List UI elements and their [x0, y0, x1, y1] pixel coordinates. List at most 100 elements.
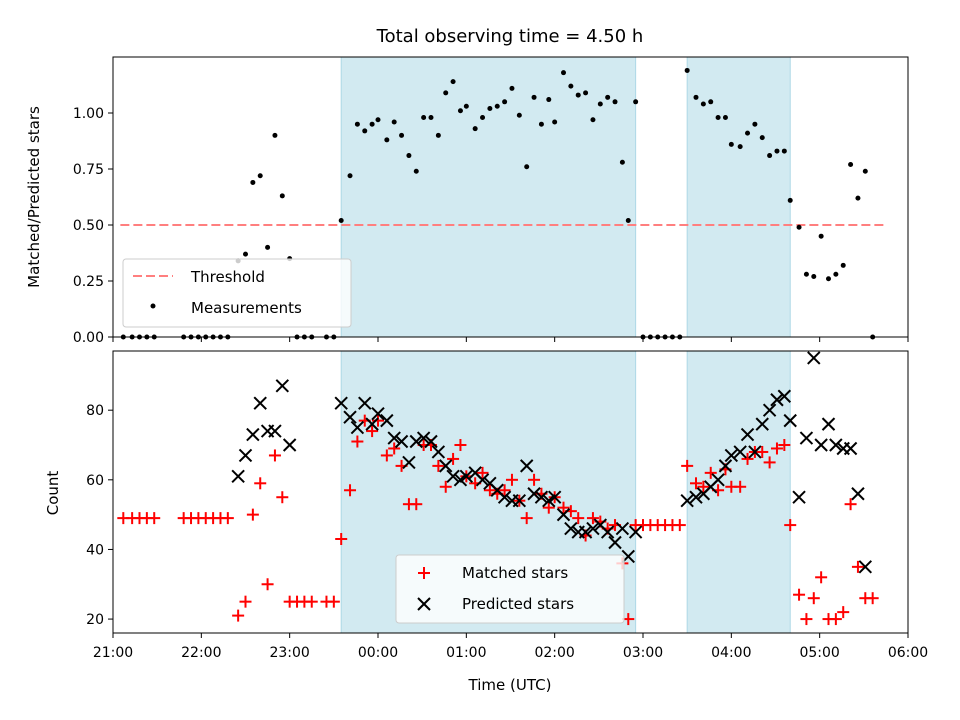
predicted-star-point	[402, 455, 416, 470]
predicted-star-point	[600, 525, 615, 539]
matched-star-point	[681, 459, 694, 472]
ratio-panel: 0.00 0.25 0.50 0.75 1.00 Matched/Predicted s…	[25, 56, 909, 346]
measurement-point	[575, 92, 581, 98]
measurement-point	[796, 224, 802, 230]
predicted-star-point	[527, 487, 541, 501]
x-tick-label: 03:00	[623, 645, 663, 661]
matched-star-point	[586, 512, 599, 525]
x-tick-label: 22:00	[181, 645, 221, 661]
count-y-tick-label: 40	[86, 542, 104, 558]
predicted-star-point	[733, 445, 747, 459]
predicted-star-point	[409, 434, 423, 449]
matched-star-point	[344, 484, 357, 497]
measurement-point	[538, 121, 544, 127]
measurement-point	[279, 193, 285, 199]
predicted-star-point	[512, 493, 527, 508]
measurement-point	[369, 121, 375, 127]
measurement-point	[737, 144, 743, 150]
measurement-point	[848, 162, 854, 168]
predicted-star-point	[799, 431, 814, 445]
ratio-y-tick-label: 0.25	[73, 274, 104, 290]
matched-star-point	[246, 508, 259, 521]
measurement-point	[619, 159, 625, 165]
measurement-point	[546, 97, 552, 103]
predicted-star-point	[446, 469, 460, 484]
predicted-star-point	[628, 525, 643, 539]
measurement-point	[781, 148, 787, 154]
count-y-tick-label: 20	[86, 612, 104, 628]
measurement-point	[833, 271, 839, 277]
matched-star-point	[221, 512, 234, 525]
predicted-star-point	[718, 459, 733, 473]
matched-legend-label: Matched stars	[462, 564, 568, 582]
predicted-star-point	[246, 427, 260, 442]
measurement-point	[752, 121, 758, 127]
matched-star-point	[254, 477, 267, 490]
predicted-star-point	[431, 445, 446, 459]
predicted-star-point	[851, 487, 865, 501]
matched-star-point	[690, 477, 702, 490]
matched-star-point	[498, 484, 511, 497]
ratio-shaded-interval-2	[686, 56, 791, 338]
matched-star-point	[268, 449, 281, 462]
x-tick-label: 04:00	[711, 645, 751, 661]
predicted-star-point	[497, 490, 512, 504]
measurement-point	[421, 114, 427, 120]
count-axes-frame	[112, 350, 909, 634]
measurement-point	[684, 67, 690, 73]
matched-star-point	[454, 439, 467, 451]
matched-star-point	[741, 452, 754, 465]
matched-star-point	[483, 484, 496, 497]
measurement-point	[561, 70, 566, 76]
matched-star-point	[793, 588, 806, 601]
ratio-y-tick-label: 0.75	[73, 162, 104, 178]
x-tick-label: 21:00	[93, 645, 133, 661]
x-tick-label: 05:00	[799, 645, 839, 661]
measurement-point	[715, 114, 721, 120]
x-tick-label: 02:00	[534, 645, 574, 661]
matched-star-point	[734, 480, 747, 493]
predicted-star-point	[680, 493, 694, 508]
matched-star-point	[697, 480, 710, 493]
predicted-star-point	[843, 441, 858, 456]
predicted-star-point	[556, 507, 571, 522]
matched-star-point	[380, 449, 393, 462]
measurement-point	[840, 262, 846, 268]
measurement-point	[803, 271, 809, 277]
matched-star-point	[557, 501, 570, 514]
matched-legend-swatch	[418, 567, 430, 579]
predicted-star-point	[547, 490, 562, 504]
predicted-star-point	[387, 431, 401, 445]
ratio-y-tick-label: 0.00	[73, 330, 104, 346]
measurement-point	[612, 99, 618, 105]
predicted-star-point	[394, 434, 409, 449]
matched-star-point	[807, 592, 820, 605]
predicted-star-point	[770, 393, 784, 407]
matched-star-point	[276, 491, 289, 504]
measurement-point	[590, 117, 596, 123]
x-axis-label: Time (UTC)	[468, 676, 552, 694]
matched-star-point	[232, 609, 245, 622]
ratio-legend: Threshold Measurements	[122, 258, 352, 328]
measurement-point	[487, 106, 493, 112]
ratio-axes-frame	[112, 56, 909, 338]
predicted-star-point	[608, 535, 622, 550]
measurement-point	[435, 132, 441, 138]
ratio-y-tick-label: 0.50	[73, 218, 104, 234]
matched-star-point	[261, 578, 274, 591]
predicted-star-point	[519, 459, 534, 473]
matched-star-point	[542, 501, 555, 514]
measurement-point	[826, 276, 831, 282]
predicted-star-point	[424, 434, 438, 449]
measurement-point	[494, 103, 500, 109]
measurement-point	[552, 119, 558, 125]
measurement-point	[774, 148, 780, 154]
matched-star-point	[366, 425, 379, 438]
measurement-point	[818, 233, 824, 239]
measurement-point	[728, 141, 734, 147]
count-legend-box	[395, 554, 625, 624]
predicted-star-point	[275, 379, 290, 393]
matched-star-point	[388, 442, 401, 455]
predicted-star-point	[821, 417, 836, 431]
